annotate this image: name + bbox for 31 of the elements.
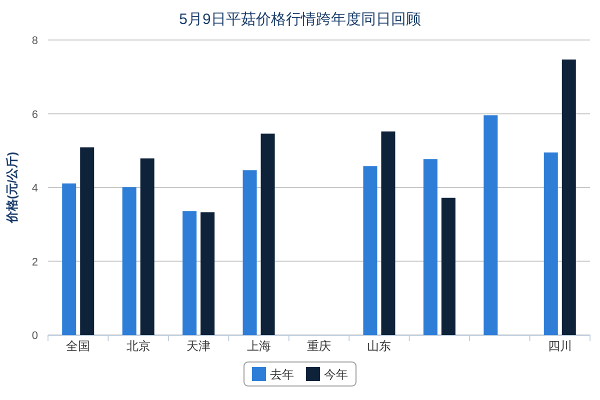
y-tick-label: 4: [32, 182, 38, 194]
bar: [260, 134, 275, 335]
y-tick-label: 2: [32, 256, 38, 268]
chart-title: 5月9日平菇价格行情跨年度同日回顾: [179, 11, 421, 28]
bar: [122, 187, 136, 335]
bar: [381, 131, 396, 335]
bar: [441, 198, 456, 335]
bar: [242, 170, 257, 335]
legend-label: 今年: [324, 368, 348, 382]
bar: [140, 158, 154, 335]
bar: [200, 212, 215, 335]
y-tick-label: 8: [32, 35, 38, 47]
x-tick-label: 四川: [548, 339, 572, 353]
bar: [423, 159, 438, 335]
x-tick-label: 全国: [66, 339, 90, 353]
bar: [363, 166, 378, 335]
bar: [182, 211, 197, 335]
x-tick-label: 北京: [126, 339, 150, 353]
x-tick-label: 重庆: [307, 339, 331, 353]
legend-label: 去年: [270, 368, 294, 382]
x-tick-label: 天津: [186, 339, 211, 353]
x-tick-label: 上海: [246, 339, 271, 353]
bar: [484, 115, 498, 335]
y-tick-label: 6: [32, 108, 38, 121]
y-tick-label: 0: [32, 330, 38, 342]
y-axis-title: 价格(元/公斤): [5, 152, 19, 224]
bar: [562, 60, 576, 335]
x-tick-label: 山东: [367, 339, 392, 353]
bar: [80, 147, 94, 335]
bar: [544, 152, 558, 335]
bar: [62, 183, 76, 335]
